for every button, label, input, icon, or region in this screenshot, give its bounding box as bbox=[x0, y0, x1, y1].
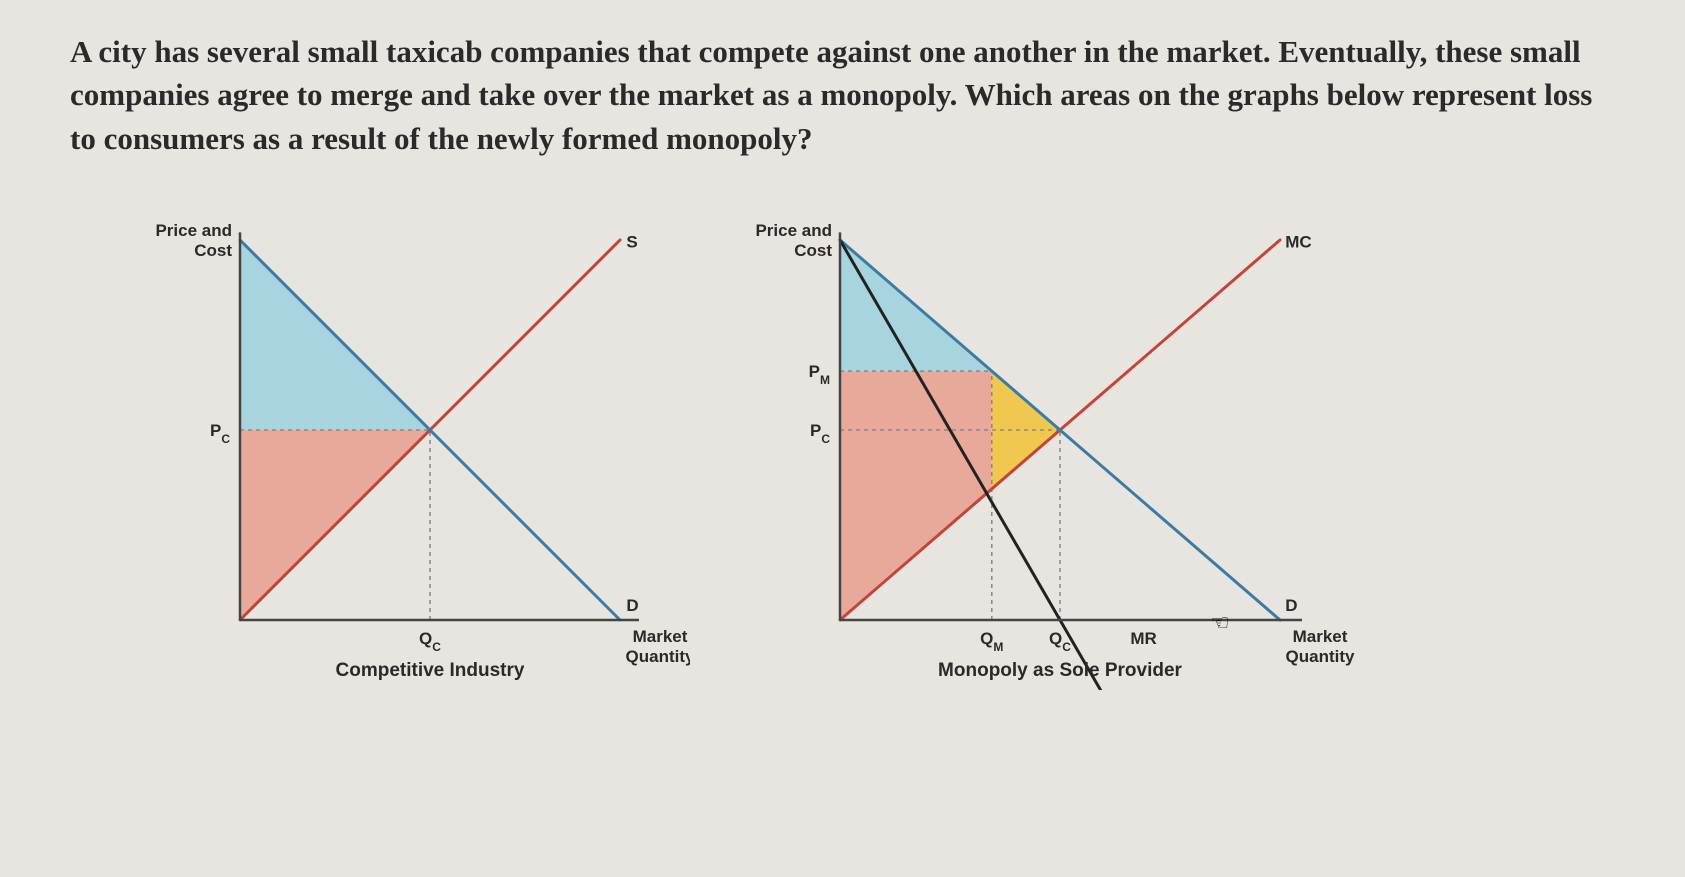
svg-text:Quantity: Quantity bbox=[626, 647, 690, 666]
competitive-chart-svg: Price andCost MarketQuantity PC QC S D Competi… bbox=[130, 210, 690, 690]
svg-text:S: S bbox=[626, 233, 637, 252]
competitive-chart: Price andCost MarketQuantity PC QC S D Competi… bbox=[130, 210, 690, 690]
svg-text:PC: PC bbox=[810, 421, 830, 446]
cursor-icon: ☜ bbox=[1210, 610, 1230, 636]
svg-text:PM: PM bbox=[809, 362, 830, 387]
svg-text:QM: QM bbox=[980, 629, 1003, 654]
svg-text:MC: MC bbox=[1285, 233, 1311, 252]
svg-text:Market: Market bbox=[1293, 627, 1348, 646]
svg-text:D: D bbox=[626, 596, 638, 615]
svg-text:D: D bbox=[1285, 596, 1297, 615]
svg-text:Monopoly as Sole Provider: Monopoly as Sole Provider bbox=[938, 660, 1182, 681]
question-text: A city has several small taxicab compani… bbox=[70, 30, 1615, 160]
svg-text:Price and: Price and bbox=[155, 221, 232, 240]
svg-text:Competitive Industry: Competitive Industry bbox=[336, 660, 525, 681]
svg-text:Quantity: Quantity bbox=[1286, 647, 1355, 666]
monopoly-chart-svg: Price andCostMarketQuantityPMPCQMQCMCDMR… bbox=[730, 210, 1410, 690]
svg-text:MR: MR bbox=[1130, 629, 1156, 648]
svg-text:Cost: Cost bbox=[194, 241, 232, 260]
charts-container: Price andCostMarketQuantityPCQCSDCompeti… bbox=[70, 210, 1615, 690]
monopoly-chart: Price andCostMarketQuantityPMPCQMQCMCDMR… bbox=[730, 210, 1410, 690]
svg-text:Price and: Price and bbox=[755, 221, 832, 240]
svg-text:Cost: Cost bbox=[794, 241, 832, 260]
svg-text:QC: QC bbox=[419, 629, 441, 654]
svg-text:Market: Market bbox=[633, 627, 688, 646]
svg-text:PC: PC bbox=[210, 421, 230, 446]
